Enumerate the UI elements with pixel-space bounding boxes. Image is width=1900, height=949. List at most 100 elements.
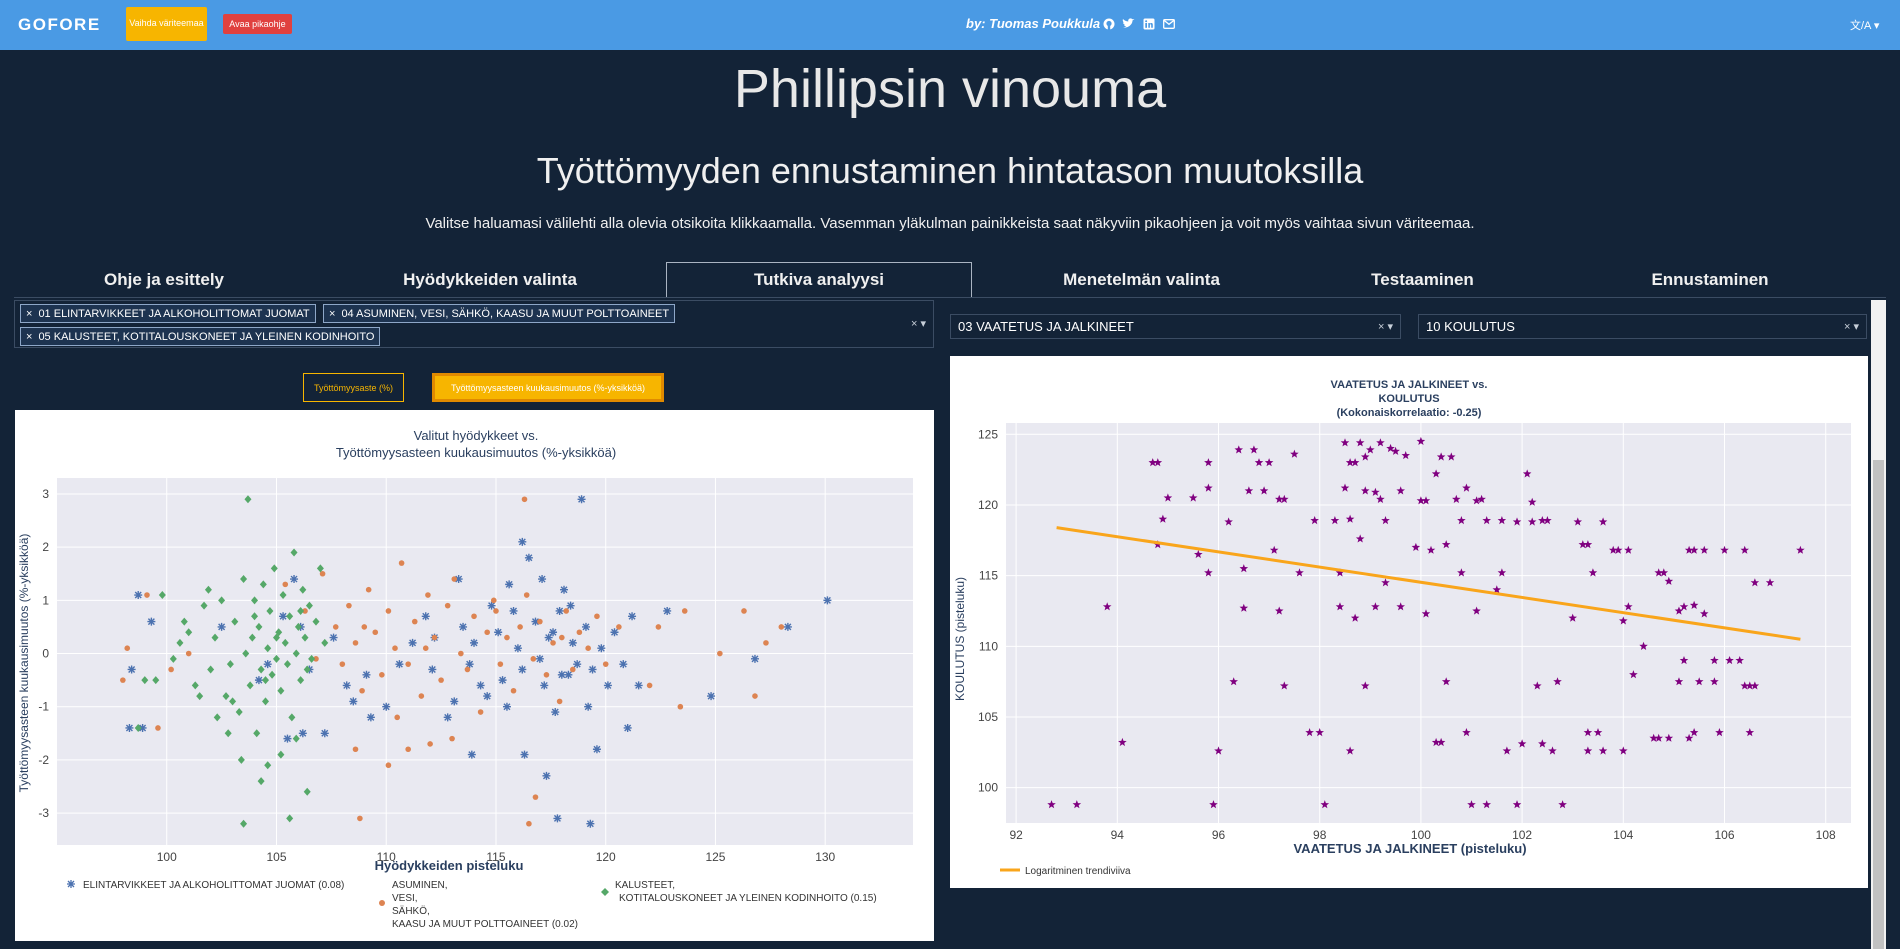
chip-remove-icon[interactable]: × xyxy=(26,307,33,320)
data-point xyxy=(470,638,479,647)
twitter-icon[interactable] xyxy=(1122,17,1135,30)
tab-ohje[interactable]: Ohje ja esittely xyxy=(104,269,224,289)
data-point xyxy=(1750,681,1760,690)
data-point xyxy=(120,677,126,683)
data-point xyxy=(207,665,215,674)
data-point xyxy=(185,628,193,637)
linkedin-icon[interactable] xyxy=(1142,17,1155,30)
data-point xyxy=(259,580,267,589)
data-point xyxy=(538,575,547,584)
change-theme-button[interactable]: Vaihda väriteemaa xyxy=(126,7,207,41)
github-icon[interactable] xyxy=(1102,17,1115,30)
data-point xyxy=(531,617,540,626)
data-point xyxy=(568,638,577,647)
data-point xyxy=(518,537,527,546)
dropdown-controls[interactable]: × ▾ xyxy=(1377,321,1393,333)
data-point xyxy=(282,581,289,588)
data-point xyxy=(510,687,517,694)
data-point xyxy=(523,592,530,598)
chip-kalusteet[interactable]: × 05 KALUSTEET, KOTITALOUSKONEET JA YLEI… xyxy=(20,327,381,346)
data-point xyxy=(313,656,319,662)
data-point xyxy=(504,634,510,641)
data-point xyxy=(1457,516,1466,525)
dropdown-controls[interactable]: × ▾ xyxy=(1843,321,1859,333)
data-point xyxy=(763,640,769,646)
multiselect-controls[interactable]: × ▾ xyxy=(910,318,926,330)
chart-right-legend: Logaritminen trendiviiva xyxy=(1000,866,1131,877)
data-point xyxy=(1710,677,1719,686)
data-point xyxy=(277,686,285,695)
left-chart-panel: Valitut hyödykkeet vs. Työttömyysasteen … xyxy=(15,410,934,941)
data-point xyxy=(655,624,662,630)
data-point xyxy=(270,564,278,573)
data-point xyxy=(1355,438,1365,447)
data-point xyxy=(366,713,375,722)
tab-hyodykkeiden-valinta[interactable]: Hyödykkeiden valinta xyxy=(403,269,577,289)
data-point xyxy=(1745,681,1755,690)
data-point xyxy=(361,624,368,630)
data-point xyxy=(717,650,723,657)
chip-remove-icon[interactable]: × xyxy=(329,307,336,320)
unemployment-change-button[interactable]: Työttömyysasteen kuukausimuutos (%-yksik… xyxy=(432,373,664,402)
x-tick-label: 105 xyxy=(266,850,286,864)
data-point xyxy=(339,661,346,667)
data-point xyxy=(823,596,832,605)
data-point xyxy=(244,495,252,504)
mail-icon[interactable] xyxy=(1162,17,1175,30)
chip-label: 05 KALUSTEET, KOTITALOUSKONEET JA YLEINE… xyxy=(38,330,375,343)
data-point xyxy=(1796,545,1805,554)
data-point xyxy=(1462,483,1471,492)
data-point xyxy=(382,702,391,711)
chart-left-plot-area: 100 105 110 115 120 125 130 -3 -2 -1 0 1 2 3 xyxy=(38,478,913,864)
data-point xyxy=(217,622,226,631)
y-tick-label: -2 xyxy=(38,753,49,767)
scrollbar-thumb[interactable] xyxy=(1873,460,1884,949)
data-point xyxy=(1533,681,1542,690)
data-point xyxy=(1740,681,1749,690)
page-scrollbar[interactable] xyxy=(1871,300,1886,949)
data-point xyxy=(521,496,528,503)
x-variable-dropdown[interactable]: 03 VAATETUS JA JALKINEET × ▾ xyxy=(950,314,1401,339)
data-point xyxy=(1629,670,1638,679)
language-selector[interactable]: 文/A ▾ xyxy=(1850,20,1880,32)
x-variable-value: 03 VAATETUS JA JALKINEET xyxy=(958,319,1134,334)
data-point xyxy=(264,761,272,770)
data-point xyxy=(493,608,499,614)
data-point xyxy=(487,601,496,610)
y-variable-value: 10 KOULUTUS xyxy=(1426,319,1515,334)
data-point xyxy=(1583,540,1593,549)
data-point xyxy=(1441,677,1451,686)
data-point xyxy=(560,585,569,594)
data-point xyxy=(1462,728,1471,737)
unemployment-rate-button[interactable]: Työttömyysaste (%) xyxy=(303,373,404,402)
y-variable-dropdown[interactable]: 10 KOULUTUS × ▾ xyxy=(1418,314,1867,339)
commodity-multiselect[interactable]: × 01 ELINTARVIKKEET JA ALKOHOLITTOMAT JU… xyxy=(14,300,934,348)
data-point xyxy=(213,713,221,722)
gofore-logo[interactable]: GOFORE xyxy=(18,15,101,34)
data-point xyxy=(1745,728,1755,737)
data-point xyxy=(1416,496,1426,505)
data-point xyxy=(1477,494,1486,503)
data-point xyxy=(266,606,274,615)
chip-elintarvikkeet[interactable]: × 01 ELINTARVIKKEET JA ALKOHOLITTOMAT JU… xyxy=(20,304,316,323)
data-point xyxy=(262,676,270,685)
legend-series-1: ELINTARVIKKEET JA ALKOHOLITTOMAT JUOMAT … xyxy=(83,880,344,891)
tab-tutkiva-analyysi[interactable]: Tutkiva analyysi xyxy=(666,262,972,297)
chart-right-plot-area: 92 94 96 98 100 102 104 106 108 100 105 110 115 120 12… xyxy=(978,423,1851,842)
data-point xyxy=(1598,517,1608,526)
chip-asuminen[interactable]: × 04 ASUMINEN, VESI, SÄHKÖ, KAASU JA MUU… xyxy=(323,304,676,323)
tab-testaaminen[interactable]: Testaaminen xyxy=(1371,269,1474,289)
data-point xyxy=(1209,800,1218,809)
data-point xyxy=(1340,438,1350,447)
data-point xyxy=(752,693,758,699)
data-point xyxy=(443,713,452,722)
tab-menetelman-valinta[interactable]: Menetelmän valinta xyxy=(1063,269,1220,289)
chart-left-legend: ELINTARVIKKEET JA ALKOHOLITTOMAT JUOMAT … xyxy=(67,880,877,930)
chip-remove-icon[interactable]: × xyxy=(26,330,33,343)
data-point xyxy=(257,665,265,674)
series-star xyxy=(1047,436,1805,809)
tab-ennustaminen[interactable]: Ennustaminen xyxy=(1651,269,1769,289)
y-tick-label: 110 xyxy=(979,639,998,653)
open-help-button[interactable]: Avaa pikaohje xyxy=(223,14,292,34)
data-point xyxy=(1608,545,1618,554)
